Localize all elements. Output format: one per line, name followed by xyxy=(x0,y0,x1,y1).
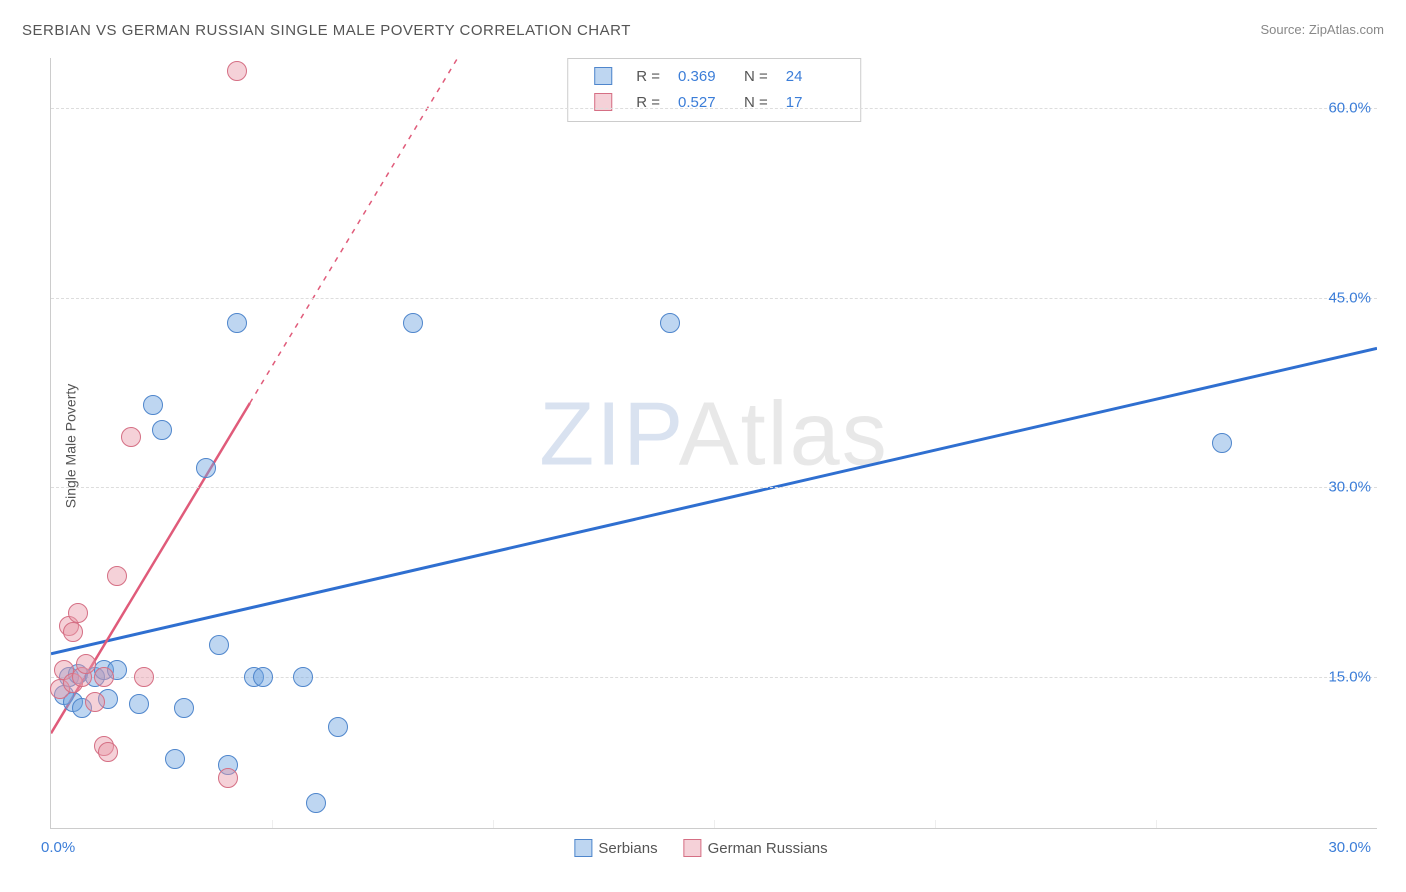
data-point xyxy=(152,420,172,440)
data-point xyxy=(63,622,83,642)
y-tick-label: 15.0% xyxy=(1328,668,1371,685)
data-point xyxy=(129,694,149,714)
data-point xyxy=(328,717,348,737)
data-point xyxy=(293,667,313,687)
legend-row: R =0.527N =17 xyxy=(586,91,842,115)
data-point xyxy=(227,313,247,333)
data-point xyxy=(218,768,238,788)
y-tick-label: 60.0% xyxy=(1328,100,1371,117)
data-point xyxy=(121,427,141,447)
y-tick-label: 30.0% xyxy=(1328,479,1371,496)
data-point xyxy=(1212,433,1232,453)
x-tick-max: 30.0% xyxy=(1328,839,1371,856)
series-legend: Serbians German Russians xyxy=(574,840,853,858)
grid-line xyxy=(51,108,1377,109)
data-point xyxy=(227,61,247,81)
x-minor-tick xyxy=(1156,820,1157,828)
x-minor-tick xyxy=(714,820,715,828)
data-point xyxy=(403,313,423,333)
trend-lines xyxy=(51,58,1377,828)
y-tick-label: 45.0% xyxy=(1328,289,1371,306)
data-point xyxy=(306,793,326,813)
data-point xyxy=(68,603,88,623)
legend-row: R =0.369N =24 xyxy=(586,65,842,89)
source-label: Source: ZipAtlas.com xyxy=(1260,22,1384,37)
x-tick-min: 0.0% xyxy=(41,839,75,856)
x-minor-tick xyxy=(272,820,273,828)
data-point xyxy=(107,566,127,586)
grid-line xyxy=(51,298,1377,299)
data-point xyxy=(94,667,114,687)
correlation-legend: R =0.369N =24R =0.527N =17 xyxy=(567,58,861,122)
data-point xyxy=(98,742,118,762)
watermark: ZIPAtlas xyxy=(539,383,888,486)
data-point xyxy=(165,749,185,769)
x-minor-tick xyxy=(493,820,494,828)
grid-line xyxy=(51,487,1377,488)
data-point xyxy=(209,635,229,655)
legend-item: German Russians xyxy=(684,840,828,857)
x-minor-tick xyxy=(935,820,936,828)
data-point xyxy=(253,667,273,687)
chart-title: SERBIAN VS GERMAN RUSSIAN SINGLE MALE PO… xyxy=(22,22,631,39)
data-point xyxy=(76,654,96,674)
data-point xyxy=(143,395,163,415)
data-point xyxy=(134,667,154,687)
plot-area: ZIPAtlas R =0.369N =24R =0.527N =17 0.0%… xyxy=(50,58,1377,829)
data-point xyxy=(174,698,194,718)
data-point xyxy=(85,692,105,712)
legend-item: Serbians xyxy=(574,840,657,857)
data-point xyxy=(196,458,216,478)
data-point xyxy=(660,313,680,333)
